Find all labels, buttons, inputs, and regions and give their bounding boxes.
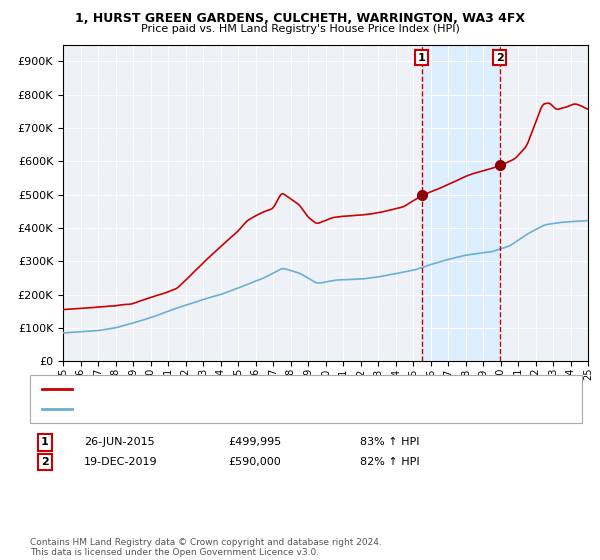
Text: 26-JUN-2015: 26-JUN-2015 [84, 437, 155, 447]
Text: Contains HM Land Registry data © Crown copyright and database right 2024.
This d: Contains HM Land Registry data © Crown c… [30, 538, 382, 557]
Bar [422, 45, 500, 361]
Text: £590,000: £590,000 [228, 457, 281, 467]
Text: 19-DEC-2019: 19-DEC-2019 [84, 457, 158, 467]
Text: 1: 1 [418, 53, 425, 63]
Text: Price paid vs. HM Land Registry's House Price Index (HPI): Price paid vs. HM Land Registry's House … [140, 24, 460, 34]
Text: 1: 1 [41, 437, 49, 447]
Text: HPI: Average price, detached house, Warrington: HPI: Average price, detached house, Warr… [81, 404, 316, 414]
Text: 1, HURST GREEN GARDENS, CULCHETH, WARRINGTON, WA3 4FX: 1, HURST GREEN GARDENS, CULCHETH, WARRIN… [75, 12, 525, 25]
Text: 1, HURST GREEN GARDENS, CULCHETH, WARRINGTON, WA3 4FX (detached house): 1, HURST GREEN GARDENS, CULCHETH, WARRIN… [81, 384, 487, 394]
Text: 2: 2 [496, 53, 503, 63]
Text: 83% ↑ HPI: 83% ↑ HPI [360, 437, 419, 447]
Text: 2: 2 [41, 457, 49, 467]
Text: £499,995: £499,995 [228, 437, 281, 447]
Text: 82% ↑ HPI: 82% ↑ HPI [360, 457, 419, 467]
